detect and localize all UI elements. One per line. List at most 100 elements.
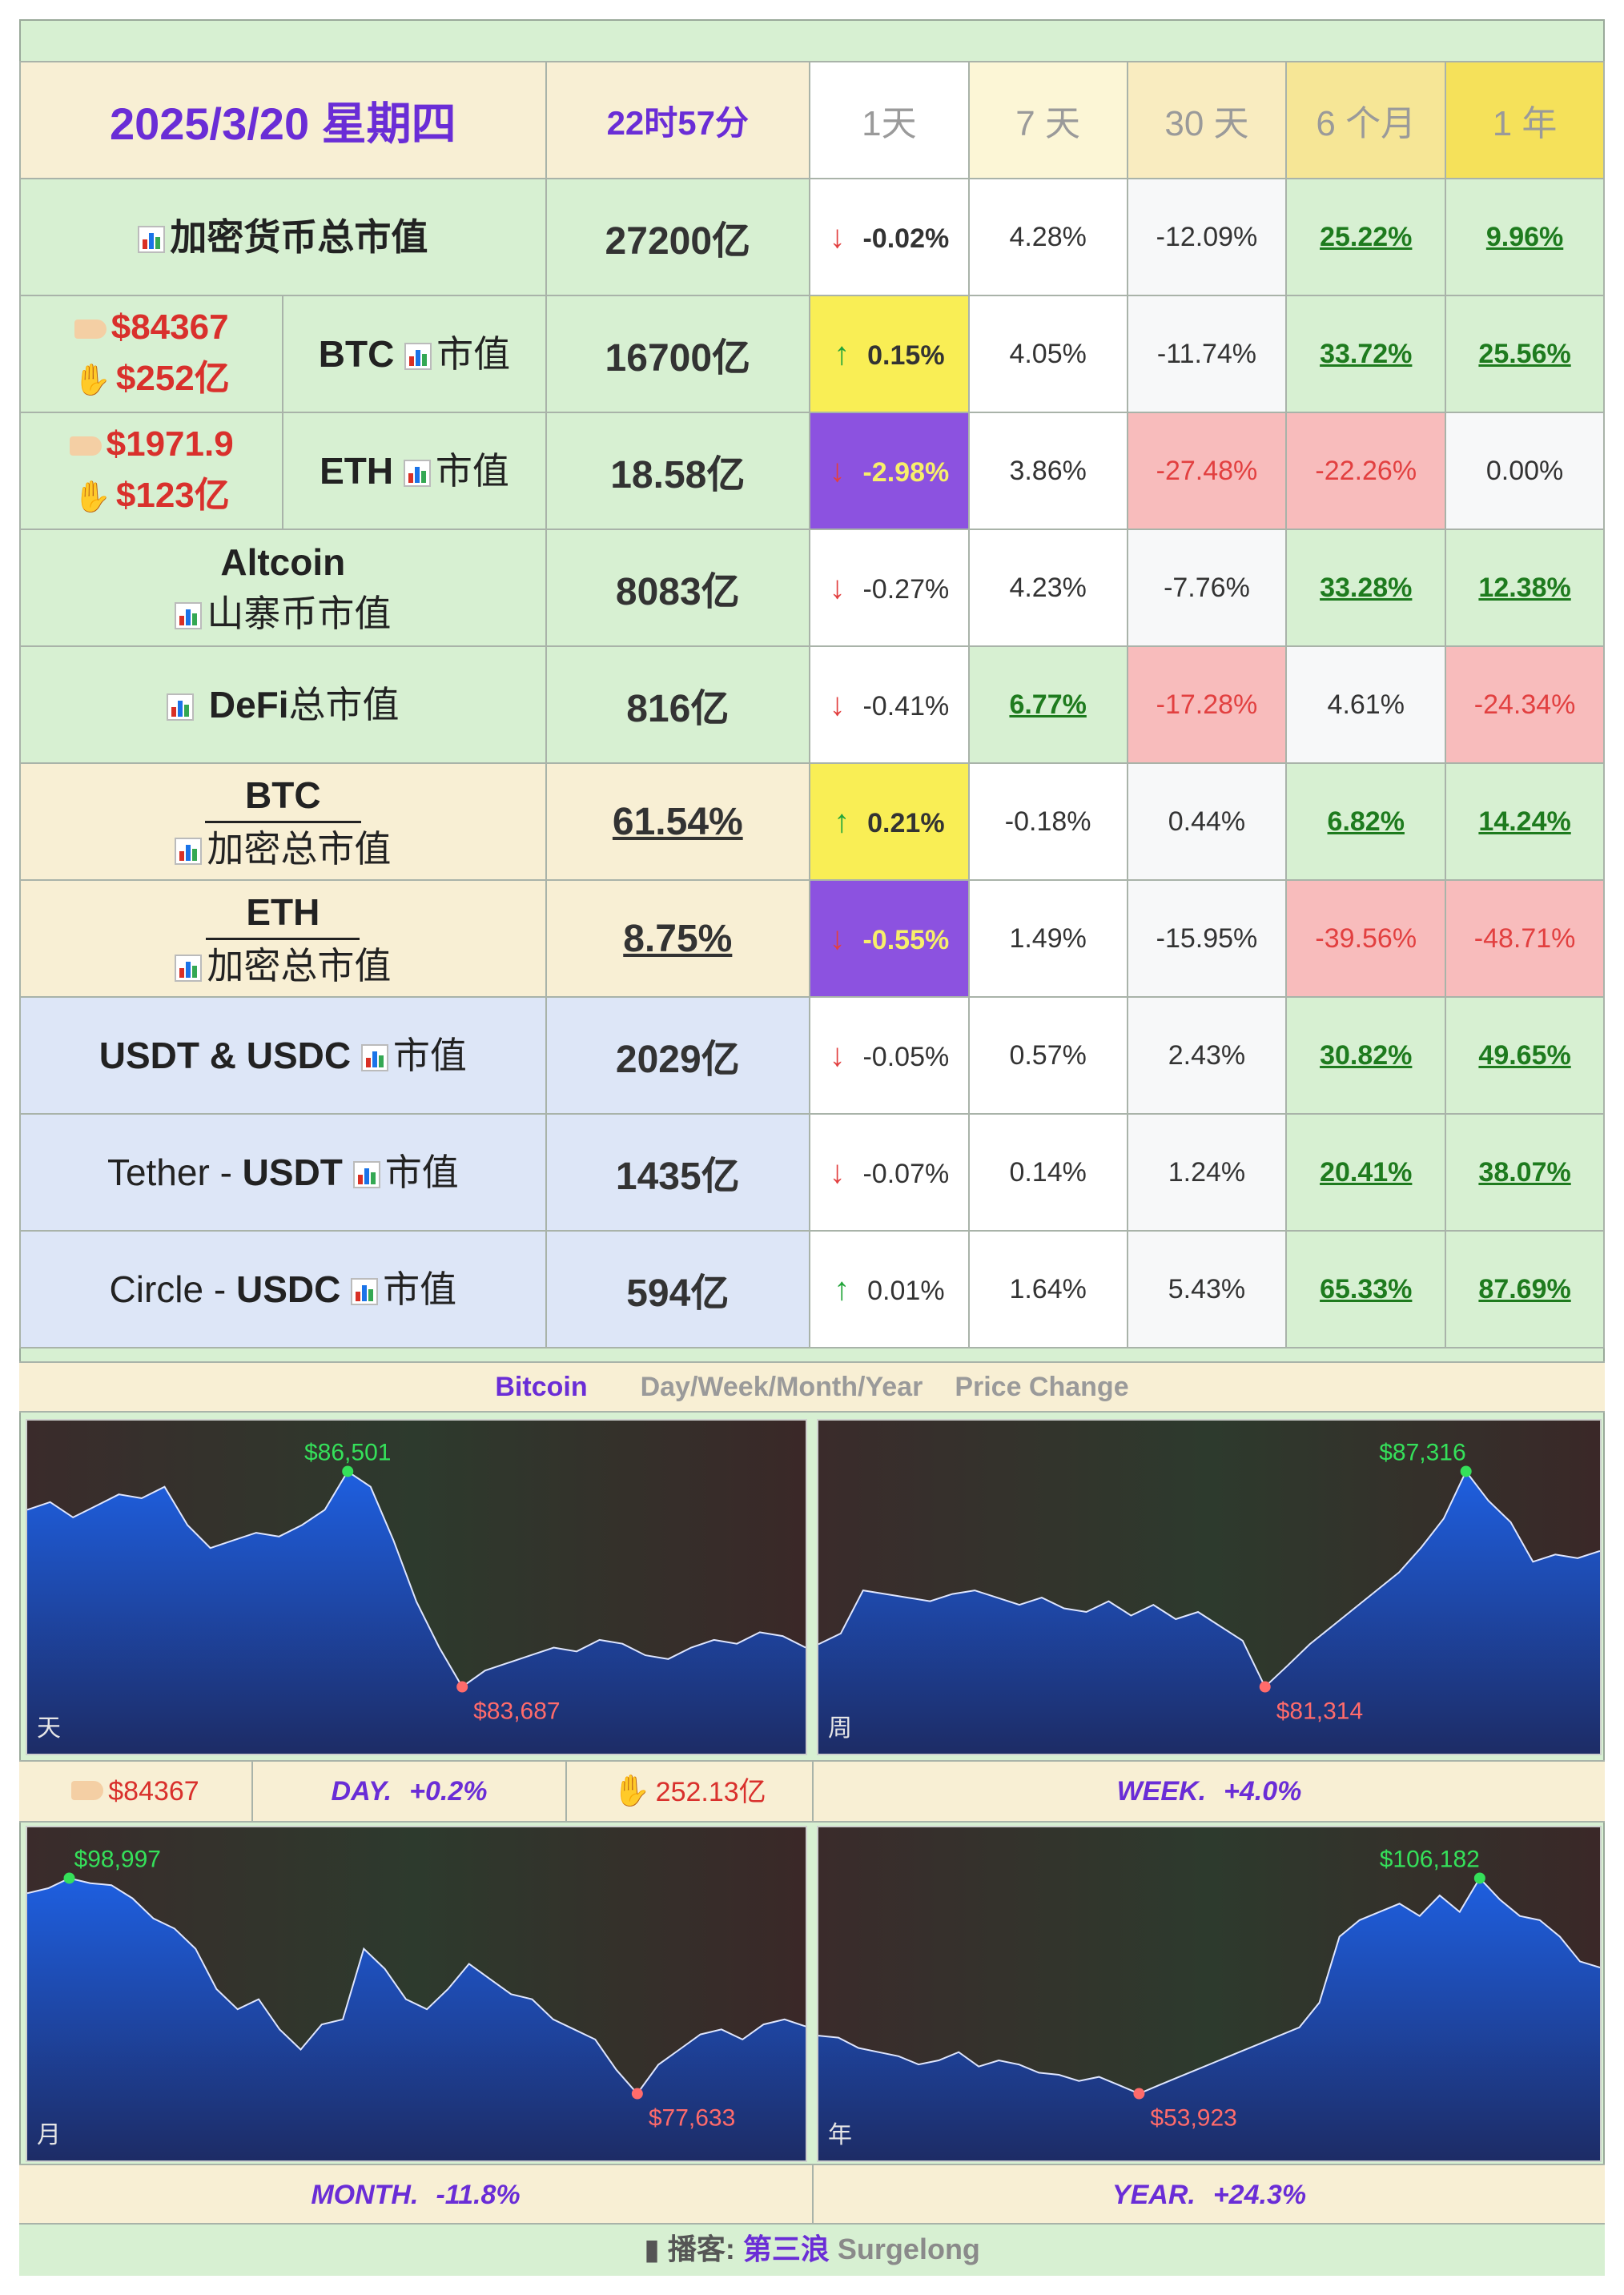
change-1y: 14.24% (1445, 762, 1605, 881)
day-price-chart: $86,501 $83,687 天 (27, 1421, 806, 1754)
day-strip: $84367 DAY. +0.2% ✋ 252.13亿 (19, 1760, 812, 1823)
row-label: BTC 加密总市值 (19, 762, 547, 881)
row-label: DeFi总市值 (19, 645, 547, 764)
year-price-chart: $106,182 $53,923 年 (818, 1827, 1600, 2160)
change-30d: -11.74% (1126, 295, 1288, 413)
change-6m: 33.28% (1285, 529, 1447, 647)
table-row: $84367 ✋ $252亿 BTC 市值 16700亿 ↑ 0.15% 4.05%… (18, 295, 1605, 413)
chart-period-label: 天 (37, 1714, 61, 1742)
header-row: 2025/3/20 星期四 22时57分 1天 7 天 30 天 6 个月 1 … (19, 61, 1605, 179)
price-area (27, 1471, 806, 1754)
change-30d: -15.95% (1126, 879, 1288, 998)
arrow-down-icon: ↓ (829, 920, 846, 956)
low-label: $53,923 (1150, 2105, 1236, 2132)
arrow-up-icon: ↑ (834, 336, 850, 372)
period-1d-header: 1天 (808, 61, 970, 179)
price-area (27, 1878, 806, 2160)
low-label: $81,314 (1276, 1698, 1363, 1725)
high-point (1473, 1872, 1485, 1884)
btc-volume: ✋ $252亿 (21, 353, 282, 406)
price-volume-cell: $1971.9 ✋ $123亿 (18, 412, 284, 530)
handshake-icon: ✋ (73, 480, 111, 514)
price-area (818, 1878, 1600, 2160)
arrow-up-icon: ↑ (834, 1271, 850, 1307)
change-1y: -48.71% (1445, 879, 1605, 998)
change-1d: ↓ -2.98% (808, 412, 970, 530)
price-tag-icon (69, 436, 102, 456)
period-6m-header: 6 个月 (1285, 61, 1447, 179)
date-label: 2025/3/20 星期四 (19, 61, 547, 179)
bar-chart-icon (138, 226, 166, 253)
chart-week: $87,316 $81,314 周 (817, 1419, 1602, 1755)
change-1d: ↓ -0.02% (808, 178, 970, 296)
week-strip: WEEK. +4.0% (812, 1760, 1605, 1823)
low-point (456, 1681, 468, 1693)
bar-chart-icon (403, 460, 431, 487)
month-price-chart: $98,997 $77,633 月 (27, 1827, 806, 2160)
change-1d: ↓ -0.41% (808, 645, 970, 764)
price-volume-cell: $84367 ✋ $252亿 (18, 295, 284, 413)
bar-chart-icon (175, 837, 203, 865)
bar-chart-icon (351, 1278, 379, 1305)
row-value: 816亿 (545, 645, 810, 764)
low-point (1133, 2088, 1145, 2100)
change-7d: 0.14% (967, 1113, 1128, 1232)
low-point (1259, 1681, 1271, 1693)
chart-year: $106,182 $53,923 年 (817, 1826, 1602, 2162)
change-6m: 6.82% (1285, 762, 1447, 881)
market-table: 2025/3/20 星期四 22时57分 1天 7 天 30 天 6 个月 1 … (18, 61, 1605, 1348)
eth-volume: ✋ $123亿 (21, 470, 282, 523)
change-1d: ↓ -0.07% (808, 1113, 970, 1232)
change-7d: 1.49% (967, 879, 1128, 998)
change-7d: 4.23% (967, 529, 1128, 647)
row-label: BTC 市值 (282, 295, 547, 413)
change-30d: 0.44% (1126, 762, 1288, 881)
change-6m: 33.72% (1285, 295, 1447, 413)
day-strip-volume: ✋ 252.13亿 (567, 1762, 812, 1821)
change-1y: -24.34% (1445, 645, 1605, 764)
change-7d: 4.05% (967, 295, 1128, 413)
period-1y-header: 1 年 (1445, 61, 1605, 179)
chart-day: $86,501 $83,687 天 (26, 1419, 807, 1755)
high-label: $86,501 (304, 1439, 391, 1465)
change-30d: 2.43% (1126, 996, 1288, 1115)
change-6m: -39.56% (1285, 879, 1447, 998)
price-line (27, 1877, 806, 2096)
btc-price: $84367 (21, 302, 282, 353)
change-1y: 38.07% (1445, 1113, 1605, 1232)
bar-chart-icon (167, 693, 195, 721)
low-point (631, 2088, 643, 2100)
high-label: $98,997 (74, 1846, 161, 1872)
chart-month: $98,997 $77,633 月 (26, 1826, 807, 2162)
low-label: $77,633 (649, 2105, 735, 2132)
period-30d-header: 30 天 (1126, 61, 1288, 179)
change-30d: -17.28% (1126, 645, 1288, 764)
change-1d: ↑ 0.01% (808, 1230, 970, 1348)
row-value: 61.54% (545, 762, 810, 881)
chart-period-label: 年 (828, 2121, 852, 2149)
price-line (818, 1469, 1600, 1689)
change-7d: 0.57% (967, 996, 1128, 1115)
row-value: 18.58亿 (545, 412, 810, 530)
high-point (342, 1465, 354, 1477)
change-1y: 12.38% (1445, 529, 1605, 647)
bar-chart-icon (175, 602, 203, 629)
arrow-down-icon: ↓ (829, 686, 846, 722)
row-value: 1435亿 (545, 1113, 810, 1232)
arrow-down-icon: ↓ (829, 1154, 846, 1190)
change-6m: 20.41% (1285, 1113, 1447, 1232)
change-7d: 6.77% (967, 645, 1128, 764)
change-6m: -22.26% (1285, 412, 1447, 530)
change-7d: 1.64% (967, 1230, 1128, 1348)
row-label: ETH 加密总市值 (19, 879, 547, 998)
price-area (818, 1471, 1600, 1754)
row-value: 2029亿 (545, 996, 810, 1115)
change-1d: ↓ -0.55% (808, 879, 970, 998)
chart-caption: Bitcoin Day/Week/Month/Year Price Change (19, 1361, 1605, 1413)
handshake-icon: ✋ (613, 1775, 651, 1808)
row-label: Altcoin 山寨币市值 (19, 529, 547, 647)
eth-price: $1971.9 (21, 419, 282, 470)
table-row: BTC 加密总市值 61.54% ↑ 0.21% -0.18% 0.44% 6.8… (19, 762, 1605, 881)
week-price-chart: $87,316 $81,314 周 (818, 1421, 1600, 1754)
podcast-icon: ▮ (644, 2233, 668, 2265)
